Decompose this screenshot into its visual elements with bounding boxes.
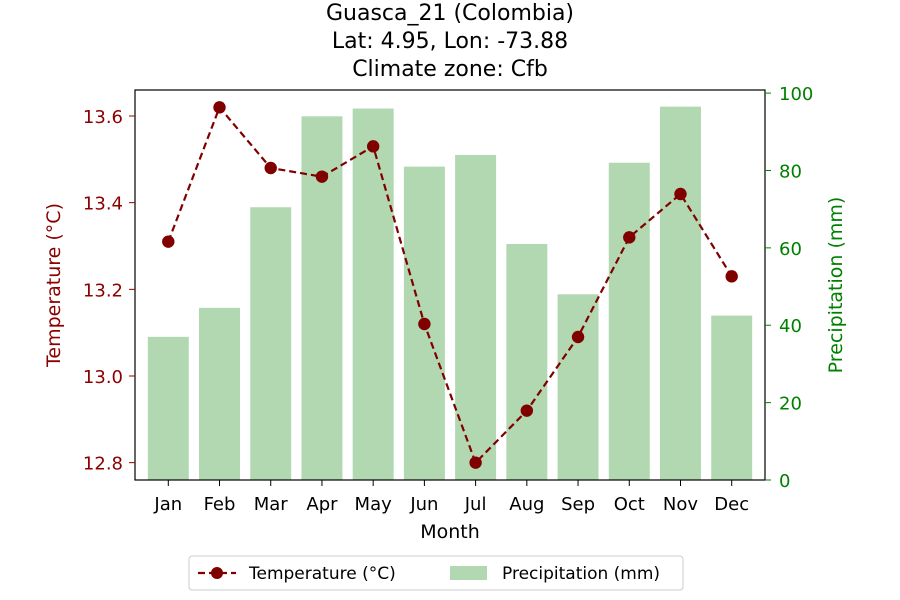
y-left-tick-label: 13.2 [83,280,123,301]
y-left-tick-label: 12.8 [83,454,123,475]
y-axis-right-label: Precipitation (mm) [825,197,847,374]
temperature-point-feb [213,101,226,114]
temperature-point-dec [725,270,738,283]
x-tick-label: Oct [614,494,645,515]
precipitation-bar-sep [557,294,599,480]
temperature-point-nov [674,187,687,201]
y-left-tick-label: 13.0 [83,367,123,388]
temperature-point-apr [315,170,329,183]
x-axis: Jan Feb Mar Apr May Jun Jul Aug Sep Oct Nov Dec [153,480,749,515]
temperature-point-sep [571,330,585,344]
precipitation-bar-dec [711,315,753,480]
temperature-point-jan [162,235,175,248]
legend-temperature-label: Temperature (°C) [248,564,396,584]
precipitation-bar-jan [147,336,189,480]
temperature-point-mar [264,161,277,175]
y-axis-right: 0 20 40 60 80 100 [765,84,813,492]
x-tick-label: Nov [663,494,698,515]
y-right-tick-label: 100 [779,84,813,105]
y-right-tick-label: 20 [779,394,802,415]
x-tick-label: Aug [509,494,544,515]
x-tick-label: Dec [714,494,749,515]
legend-frame [188,555,684,591]
legend-precipitation-swatch [450,566,487,580]
precipitation-bar-nov [660,106,701,480]
precipitation-bar-jul [455,155,497,480]
x-tick-label: Apr [306,494,338,515]
x-tick-label: Jul [464,494,487,515]
x-tick-label: Mar [254,494,289,515]
precipitation-bars [147,106,753,481]
precipitation-bar-oct [608,162,650,480]
y-left-tick-label: 13.4 [83,194,123,215]
legend-precipitation-label: Precipitation (mm) [502,564,660,584]
x-tick-label: Sep [561,494,595,515]
temperature-line [162,101,738,469]
temperature-point-jul [469,456,482,469]
temperature-point-jun [418,317,431,331]
y-right-tick-label: 0 [779,471,790,492]
x-tick-label: May [355,494,393,515]
temperature-point-may [366,140,380,153]
x-tick-label: Feb [204,494,236,515]
y-right-tick-label: 60 [779,239,802,260]
y-axis-left-label: Temperature (°C) [43,203,65,368]
precipitation-bar-mar [250,207,292,480]
plot-frame [134,89,766,481]
legend: Temperature (°C) Precipitation (mm) [188,555,684,591]
temperature-point-oct [623,231,636,244]
chart-title-line-2: Lat: 4.95, Lon: -73.88 [331,29,569,54]
x-tick-label: Jan [153,494,182,515]
temperature-series-line [167,105,733,465]
chart-title-line-3: Climate zone: Cfb [352,57,548,82]
temperature-point-aug [520,404,534,417]
precipitation-bar-feb [199,307,240,480]
y-right-tick-label: 40 [779,316,802,337]
precipitation-bar-aug [506,243,548,480]
y-left-tick-label: 13.6 [83,107,123,128]
legend-temperature-swatch-marker [211,567,223,579]
y-right-tick-label: 80 [779,161,802,182]
precipitation-bar-may [352,108,394,481]
x-tick-label: Jun [409,494,438,515]
y-axis-left: 12.8 13.0 13.2 13.4 13.6 [83,107,135,475]
chart-title-line-1: Guasca_21 (Colombia) [325,1,575,26]
x-axis-label: Month [420,521,480,543]
